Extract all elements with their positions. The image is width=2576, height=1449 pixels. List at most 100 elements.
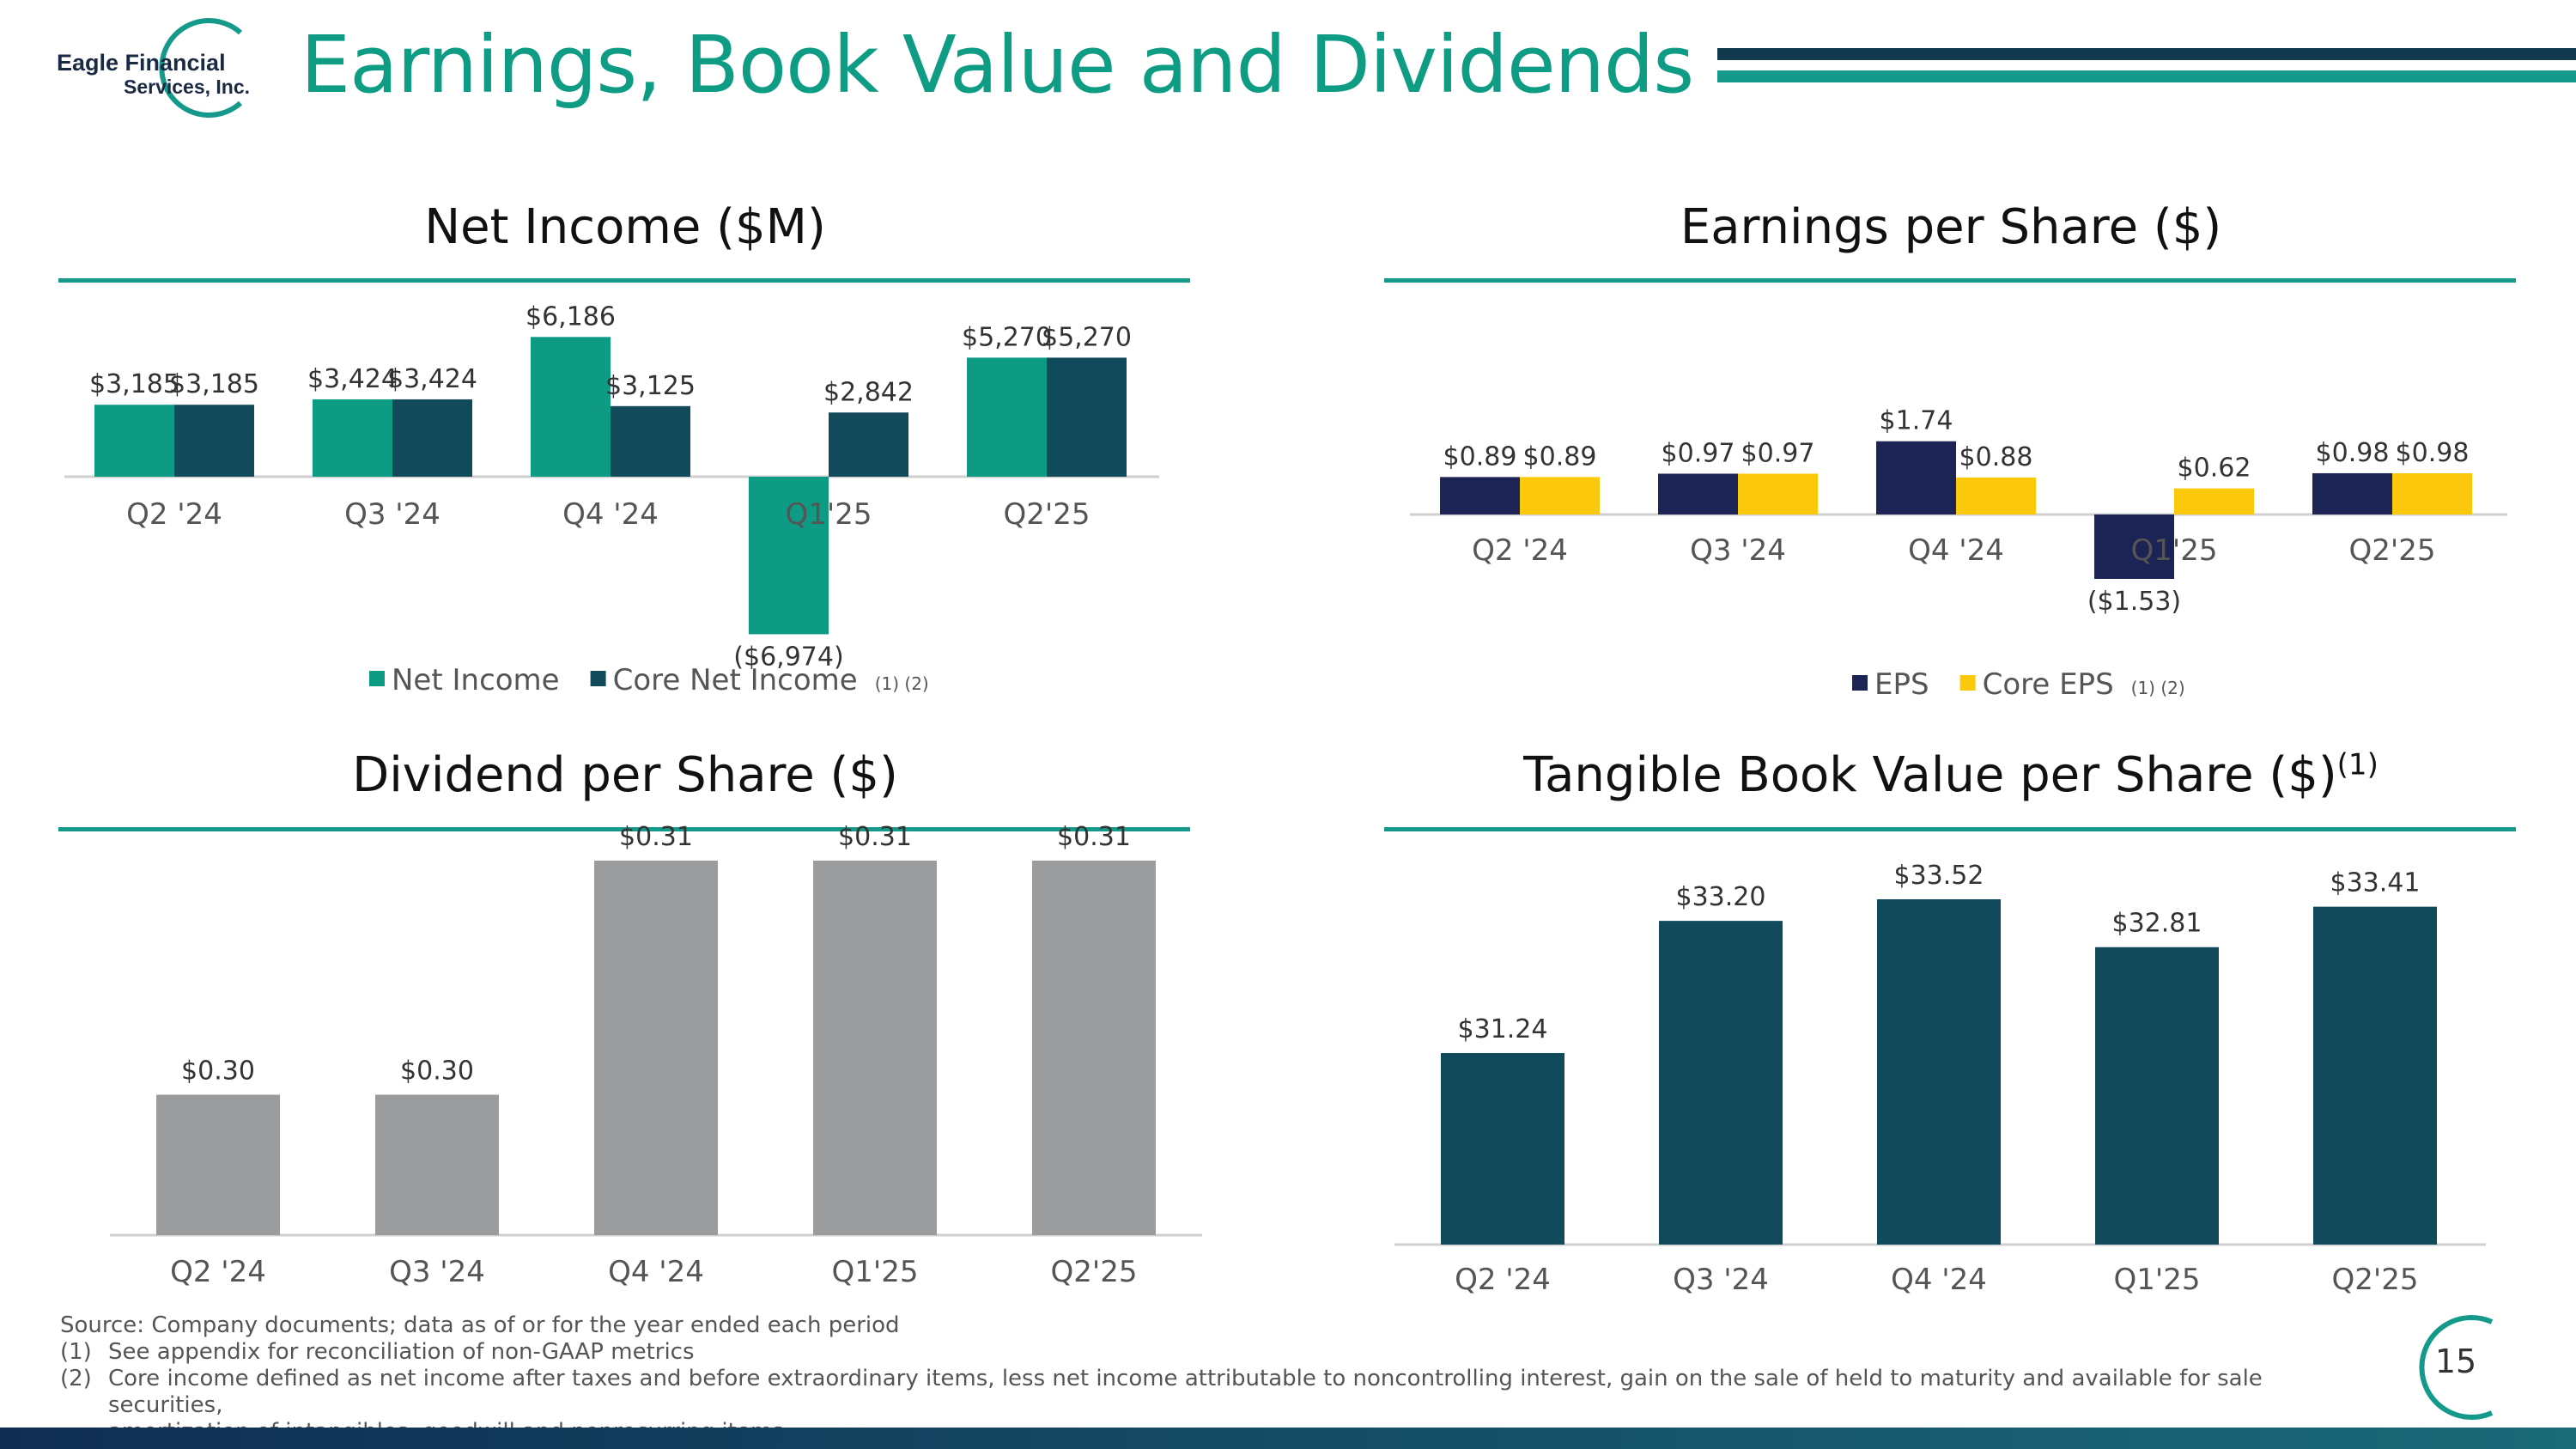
dps-title-rule: [58, 827, 1190, 831]
footnote-1-text: See appendix for reconciliation of non-G…: [108, 1339, 695, 1365]
tb-label-4: $32.81: [2112, 909, 2202, 939]
dps-category-5: Q2'25: [1050, 1255, 1137, 1289]
tb-category-1: Q2 '24: [1455, 1263, 1551, 1297]
tbvps-title-wrap: Tangible Book Value per Share ($)(1): [1384, 747, 2518, 803]
eps-bar-s1-1: [1440, 477, 1520, 514]
source-note: Source: Company documents; data as of or…: [60, 1312, 900, 1338]
eps-label-s2-3: $0.88: [1959, 442, 2033, 472]
tb-label-5: $33.41: [2330, 868, 2421, 898]
eps-legend-note: (1) (2): [2131, 678, 2185, 698]
footnote-2-text: Core income defined as net income after …: [108, 1366, 2263, 1418]
eps-bar-s2-3: [1956, 477, 2036, 514]
page-arc-icon: [2419, 1315, 2494, 1420]
eps-bar-s2-1: [1520, 477, 1600, 514]
logo-text-line1: Eagle Financial: [57, 50, 226, 76]
eps-label-s2-1: $0.89: [1523, 441, 1597, 472]
ni-bar-s1-1: [94, 405, 174, 477]
ni-legend-label-2: Core Net Income: [613, 663, 858, 697]
eps-bar-s1-4: [2094, 514, 2174, 579]
logo-swoosh-icon: [159, 18, 242, 118]
dps-bar-4: [813, 861, 937, 1235]
ni-legend-note: (1) (2): [875, 673, 929, 694]
eps-category-4: Q1'25: [2130, 533, 2217, 568]
tbvps-chart: $31.24 Q2 '24 $33.20 Q3 '24 $33.52 Q4 '24 $32.…: [1394, 861, 2486, 1297]
footnote-1-number: (1): [60, 1339, 92, 1365]
ni-legend-swatch-2: [590, 671, 606, 686]
eps-legend-swatch-1: [1852, 675, 1868, 691]
tb-category-2: Q3 '24: [1673, 1263, 1769, 1297]
dps-chart: $0.30 Q2 '24 $0.30 Q3 '24 $0.31 Q4 '24 $0.31 Q1…: [110, 825, 1202, 1289]
logo-text-line2: Services, Inc.: [124, 76, 251, 98]
ni-bar-s1-5: [967, 357, 1047, 477]
tb-bar-2: [1659, 921, 1783, 1245]
ni-bar-s2-4: [829, 412, 908, 477]
eps-legend-label-2: Core EPS: [1983, 667, 2114, 702]
dps-bar-1: [156, 1094, 280, 1235]
header-stripe-dark: [1717, 48, 2576, 60]
ni-label-s2-2: $3,424: [387, 364, 477, 394]
ni-bar-s1-2: [313, 399, 392, 477]
ni-label-s1-1: $3,185: [89, 369, 179, 399]
ni-label-s2-4: $2,842: [823, 377, 914, 407]
eps-label-s1-4: ($1.53): [2087, 587, 2181, 617]
eps-category-5: Q2'25: [2348, 533, 2435, 568]
dps-label-3: $0.31: [619, 825, 693, 852]
tb-bar-5: [2313, 906, 2437, 1245]
ni-category-4: Q1'25: [785, 497, 872, 532]
dps-category-2: Q3 '24: [389, 1255, 485, 1289]
eps-label-s2-5: $0.98: [2396, 438, 2470, 468]
ni-label-s2-3: $3,125: [605, 371, 696, 401]
ni-category-3: Q4 '24: [562, 497, 659, 532]
eps-title: Earnings per Share ($): [1680, 199, 2222, 255]
eps-legend-swatch-2: [1959, 675, 1976, 691]
eps-legend-label-1: EPS: [1874, 667, 1929, 702]
ni-category-2: Q3 '24: [344, 497, 440, 532]
ni-label-s1-3: $6,186: [526, 301, 616, 332]
dps-title: Dividend per Share ($): [352, 747, 898, 803]
tbvps-title-rule: [1384, 827, 2516, 831]
eps-bar-s1-5: [2312, 472, 2392, 514]
eps-category-2: Q3 '24: [1690, 533, 1786, 568]
tb-category-3: Q4 '24: [1891, 1263, 1987, 1297]
ni-label-s2-5: $5,270: [1042, 322, 1132, 352]
ni-bar-s1-3: [531, 337, 611, 477]
ni-bar-s1-4: [749, 477, 829, 635]
dps-bar-5: [1032, 861, 1156, 1235]
dps-label-4: $0.31: [838, 825, 912, 852]
footnote-2: (2) Core income defined as net income af…: [60, 1366, 2379, 1419]
header-stripe-teal: [1717, 70, 2576, 82]
ni-bar-s2-2: [392, 399, 472, 477]
ni-label-s2-1: $3,185: [169, 369, 259, 399]
tb-bar-1: [1441, 1053, 1564, 1245]
tb-category-4: Q1'25: [2113, 1263, 2200, 1297]
tb-category-5: Q2'25: [2331, 1263, 2418, 1297]
footnotes: Source: Company documents; data as of or…: [60, 1312, 2379, 1446]
dps-category-3: Q4 '24: [608, 1255, 704, 1289]
tb-label-1: $31.24: [1458, 1014, 1548, 1044]
eps-label-s2-4: $0.62: [2178, 454, 2251, 484]
eps-bar-s2-4: [2174, 488, 2254, 514]
ni-category-1: Q2 '24: [126, 497, 222, 532]
ni-bar-s2-3: [611, 405, 690, 477]
dps-label-5: $0.31: [1057, 825, 1131, 852]
page-number-badge: 15: [2396, 1310, 2516, 1426]
tbvps-title-note: (1): [2336, 747, 2379, 782]
ni-label-s1-2: $3,424: [307, 364, 398, 394]
net-income-title: Net Income ($M): [424, 199, 826, 255]
ni-legend-label-1: Net Income: [392, 663, 560, 697]
eps-label-s1-1: $0.89: [1443, 441, 1517, 472]
tb-bar-3: [1877, 899, 2001, 1245]
ni-label-s1-5: $5,270: [962, 322, 1052, 352]
eps-bar-s1-3: [1876, 441, 1956, 514]
eps-label-s2-2: $0.97: [1741, 438, 1815, 468]
dps-bar-2: [375, 1094, 499, 1235]
eps-label-s1-3: $1.74: [1880, 406, 1953, 436]
eps-bar-s1-2: [1658, 473, 1738, 514]
tb-bar-4: [2095, 947, 2219, 1245]
net-income-chart: $3,185$3,185 Q2 '24 $3,424$3,424 Q3 '24 $6,1…: [64, 301, 1159, 697]
eps-category-3: Q4 '24: [1908, 533, 2004, 568]
dps-bar-3: [594, 861, 718, 1235]
footnote-1: (1) See appendix for reconciliation of n…: [60, 1339, 2379, 1366]
eps-title-rule: [1384, 278, 2516, 283]
